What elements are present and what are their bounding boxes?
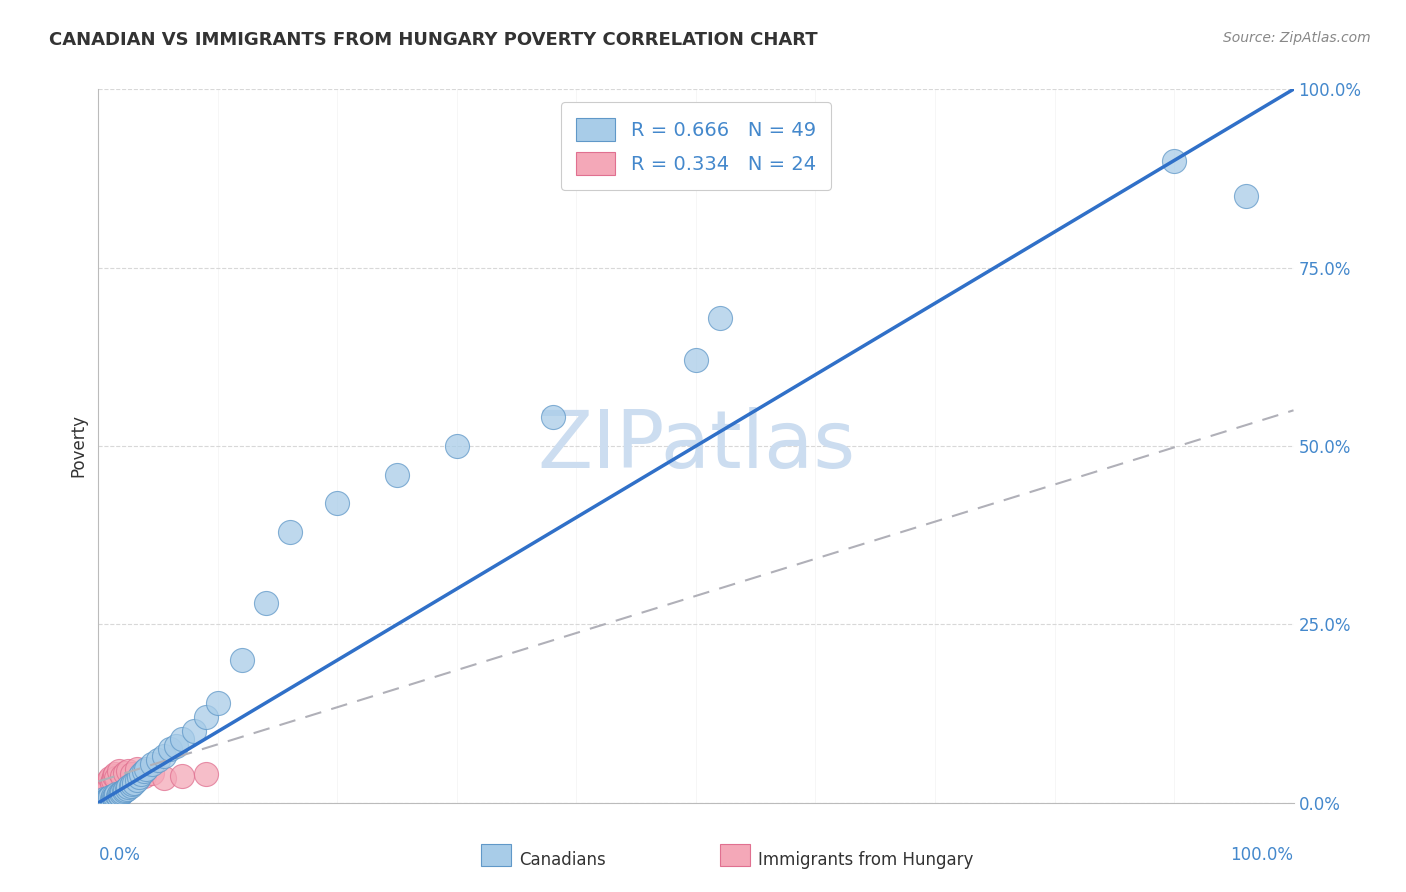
Point xyxy=(100,791,122,805)
Point xyxy=(278,524,301,539)
Point xyxy=(98,771,122,785)
Point xyxy=(148,753,170,767)
Point xyxy=(107,787,129,801)
Point xyxy=(207,696,229,710)
Text: Source: ZipAtlas.com: Source: ZipAtlas.com xyxy=(1223,31,1371,45)
Text: Immigrants from Hungary: Immigrants from Hungary xyxy=(758,851,973,870)
Point xyxy=(98,790,121,805)
Point xyxy=(159,742,181,756)
Legend: R = 0.666   N = 49, R = 0.334   N = 24: R = 0.666 N = 49, R = 0.334 N = 24 xyxy=(561,103,831,190)
Point xyxy=(100,776,122,790)
Point xyxy=(114,765,136,780)
Point xyxy=(254,596,277,610)
Point xyxy=(91,794,114,808)
Point xyxy=(107,764,129,778)
Text: 100.0%: 100.0% xyxy=(1230,846,1294,863)
Bar xyxy=(720,844,749,865)
Point xyxy=(93,785,115,799)
Point xyxy=(98,790,122,805)
Point xyxy=(107,789,129,803)
Point xyxy=(97,774,120,789)
Point xyxy=(103,769,125,783)
Point xyxy=(96,783,118,797)
Point xyxy=(101,772,124,787)
Text: ZIPatlas: ZIPatlas xyxy=(537,407,855,485)
Text: CANADIAN VS IMMIGRANTS FROM HUNGARY POVERTY CORRELATION CHART: CANADIAN VS IMMIGRANTS FROM HUNGARY POVE… xyxy=(49,31,818,49)
Point xyxy=(103,790,125,805)
Point xyxy=(125,772,148,787)
Point xyxy=(141,765,163,780)
Point xyxy=(110,786,132,800)
Point xyxy=(111,785,134,799)
Point xyxy=(101,789,124,803)
Point xyxy=(124,776,146,790)
Point xyxy=(195,710,218,724)
Point xyxy=(111,769,134,783)
Point xyxy=(91,789,114,803)
Point xyxy=(115,781,138,796)
Point xyxy=(172,731,194,746)
Point xyxy=(153,749,176,764)
Point xyxy=(121,777,143,791)
Point xyxy=(128,770,150,784)
Point xyxy=(94,793,117,807)
Point xyxy=(94,778,117,792)
Point xyxy=(117,764,139,778)
Text: Canadians: Canadians xyxy=(519,851,606,870)
Point xyxy=(105,787,128,801)
Point xyxy=(117,780,139,794)
Point xyxy=(120,779,142,793)
Point xyxy=(385,467,409,482)
Point xyxy=(132,764,155,779)
Point xyxy=(121,767,143,781)
Point xyxy=(183,724,205,739)
Point xyxy=(93,792,115,806)
Point xyxy=(108,788,131,802)
Point xyxy=(105,771,128,785)
Text: 0.0%: 0.0% xyxy=(98,846,141,863)
Point xyxy=(114,783,136,797)
Point xyxy=(104,767,127,781)
Point xyxy=(132,769,155,783)
Point xyxy=(172,769,194,783)
Point xyxy=(125,762,148,776)
Point xyxy=(326,496,349,510)
Point xyxy=(685,353,707,368)
Point xyxy=(135,762,157,776)
Y-axis label: Poverty: Poverty xyxy=(69,415,87,477)
Point xyxy=(541,410,564,425)
Point xyxy=(195,767,218,781)
Point xyxy=(96,791,118,805)
Point xyxy=(98,780,121,794)
Point xyxy=(446,439,468,453)
Point xyxy=(165,739,187,753)
Point xyxy=(104,789,127,804)
Point xyxy=(91,781,114,796)
Point xyxy=(1163,153,1185,168)
Point xyxy=(141,756,163,771)
Point xyxy=(1234,189,1257,203)
Bar xyxy=(481,844,510,865)
Point xyxy=(153,771,176,785)
Point xyxy=(709,310,731,325)
Point xyxy=(231,653,253,667)
Point xyxy=(131,767,153,781)
Point xyxy=(112,784,135,798)
Point xyxy=(97,792,120,806)
